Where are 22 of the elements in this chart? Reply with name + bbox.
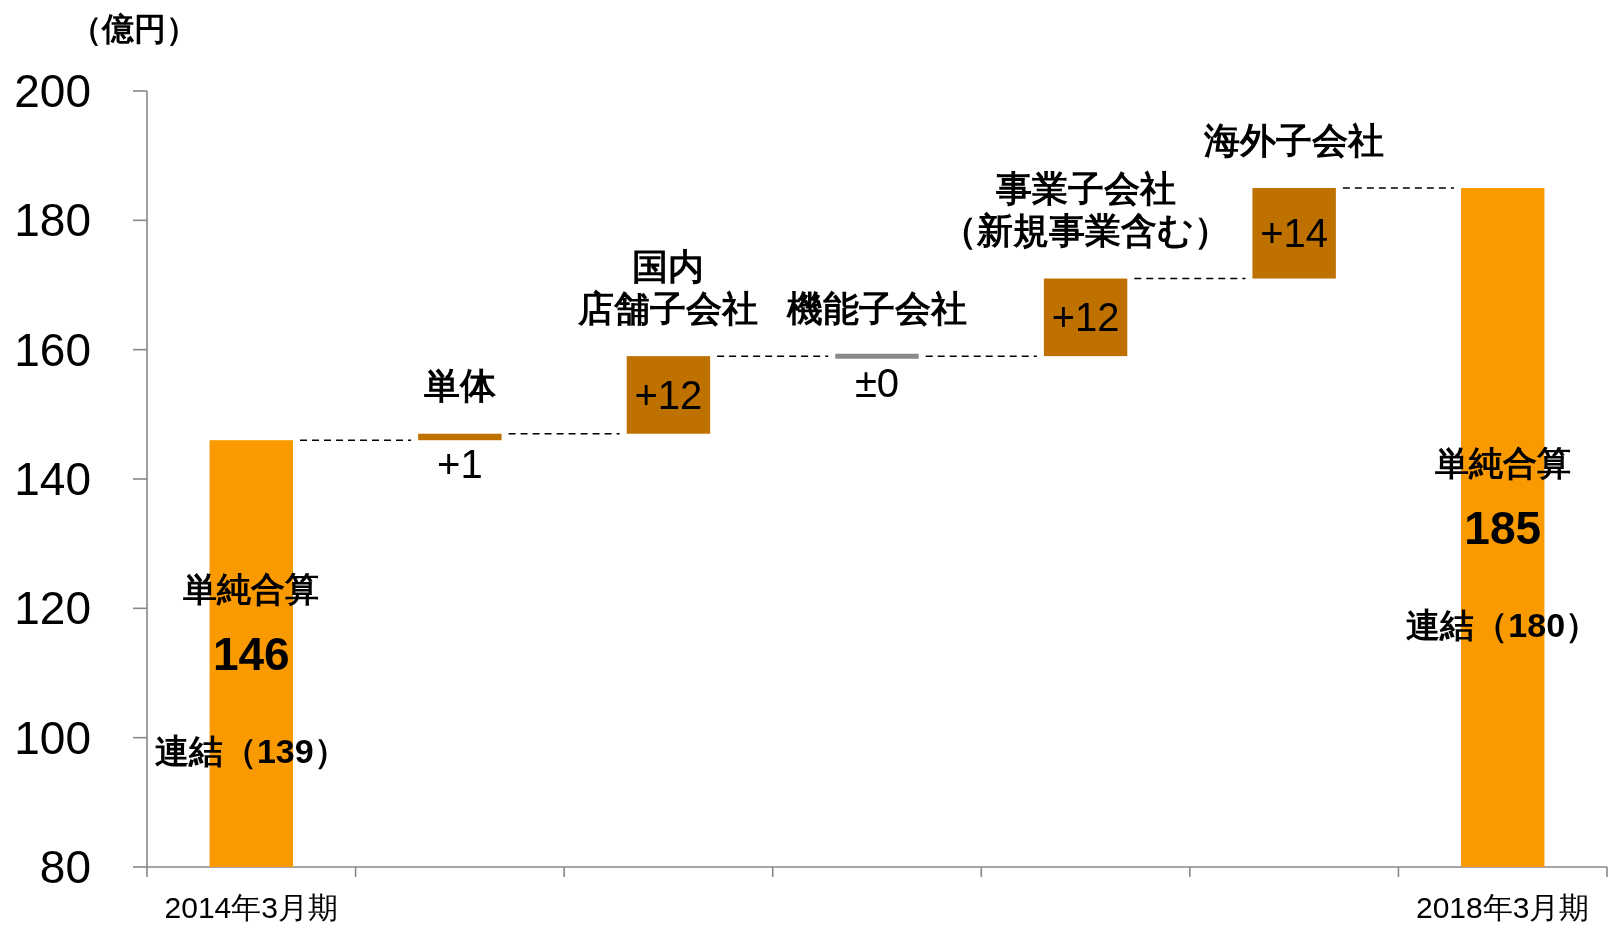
y-tick-label: 200 [14, 65, 91, 117]
data-label: 185 [1464, 501, 1542, 554]
x-tick-label: 事業子会社（新規事業含む） [941, 168, 1231, 252]
x-tick-label: 2014年3月期 [164, 890, 338, 924]
y-tick-label: 120 [14, 582, 91, 635]
data-label: +1 [437, 442, 483, 487]
y-tick-label: 180 [14, 194, 91, 247]
data-label: 146 [212, 627, 290, 680]
data-label: ±0 [854, 360, 900, 405]
data-label: +12 [634, 372, 703, 417]
y-tick-label: 80 [39, 841, 91, 893]
data-label: +14 [1260, 211, 1329, 256]
x-tick-label: 海外子会社 [1203, 119, 1385, 161]
y-tick-label: 160 [14, 323, 91, 376]
x-tick-label: 単体 [423, 365, 497, 407]
y-tick-label: 140 [14, 453, 91, 505]
y-axis-title: （億円） [70, 11, 198, 47]
x-tick-label: 機能子会社 [786, 287, 967, 329]
x-tick-label: 2018年3月期 [1416, 890, 1590, 924]
y-tick-label: 100 [14, 711, 91, 764]
x-tick-label: 国内店舗子会社 [577, 245, 759, 329]
data-label: +12 [1051, 295, 1120, 340]
